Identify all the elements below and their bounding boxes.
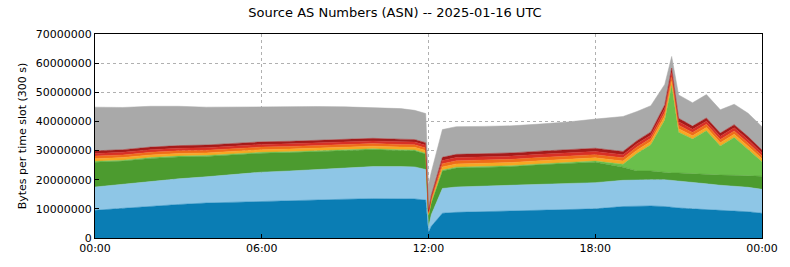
svg-text:00:00: 00:00 [79, 242, 111, 255]
svg-text:60000000: 60000000 [36, 57, 92, 70]
svg-text:18:00: 18:00 [579, 242, 611, 255]
svg-text:40000000: 40000000 [36, 115, 92, 128]
svg-text:Source AS Numbers (ASN) -- 202: Source AS Numbers (ASN) -- 2025-01-16 UT… [248, 5, 541, 20]
svg-text:Bytes per time slot (300 s): Bytes per time slot (300 s) [16, 63, 29, 210]
svg-text:12:00: 12:00 [413, 242, 445, 255]
svg-text:70000000: 70000000 [36, 28, 92, 41]
svg-text:50000000: 50000000 [36, 86, 92, 99]
svg-text:10000000: 10000000 [36, 203, 92, 216]
svg-text:00:00: 00:00 [746, 242, 778, 255]
svg-text:06:00: 06:00 [246, 242, 278, 255]
svg-text:20000000: 20000000 [36, 174, 92, 187]
svg-text:30000000: 30000000 [36, 144, 92, 157]
svg-text:0: 0 [85, 232, 92, 245]
